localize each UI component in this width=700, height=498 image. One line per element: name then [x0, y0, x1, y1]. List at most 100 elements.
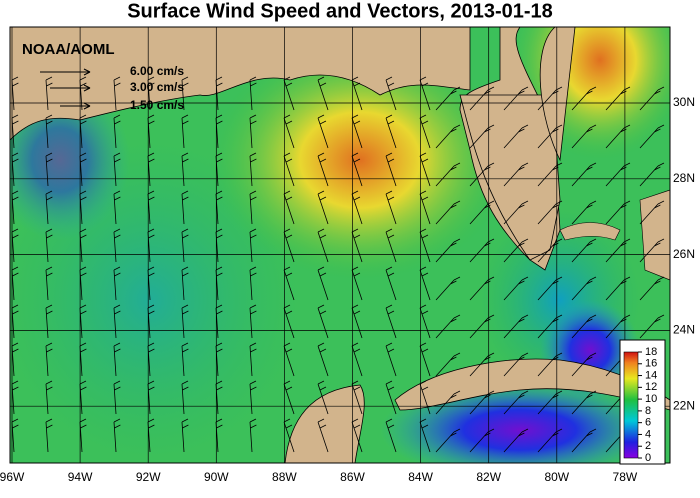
wind-barb: [317, 152, 329, 187]
wind-barb: [419, 76, 431, 111]
wind-barb: [571, 276, 597, 301]
wind-barb: [503, 390, 529, 415]
wind-barb: [639, 162, 665, 187]
wind-barb: [283, 76, 295, 111]
legend-label: 6.00 cm/s: [130, 64, 184, 78]
colorbar-label: 0: [645, 452, 651, 464]
wind-barb: [317, 190, 329, 225]
wind-barb: [215, 418, 223, 453]
wind-barb: [351, 152, 363, 187]
colorbar-label: 12: [645, 381, 657, 393]
wind-barb: [469, 314, 495, 339]
wind-barb: [385, 342, 397, 377]
wind-barb: [435, 352, 461, 377]
wind-barb: [419, 304, 431, 339]
wind-barb: [571, 124, 597, 149]
wind-barb: [317, 342, 329, 377]
wind-barb: [113, 342, 121, 377]
wind-barb: [181, 418, 189, 453]
wind-barb: [79, 380, 87, 415]
colorbar-label: 6: [645, 417, 651, 429]
wind-barb: [79, 342, 87, 377]
wind-barb: [351, 418, 363, 453]
colorbar-label: 8: [645, 405, 651, 417]
wind-barb: [283, 342, 295, 377]
colorbar-label: 4: [645, 428, 651, 440]
wind-barb: [79, 76, 87, 111]
wind-barb: [537, 352, 563, 377]
wind-barb: [45, 304, 53, 339]
wind-barb: [147, 380, 155, 415]
wind-barb: [147, 304, 155, 339]
wind-barb: [435, 390, 461, 415]
wind-barb: [181, 304, 189, 339]
colorbar: [623, 351, 639, 459]
wind-barb: [113, 228, 121, 263]
wind-barb: [113, 114, 121, 149]
colorbar-label: 18: [645, 346, 657, 358]
wind-barb: [283, 228, 295, 263]
wind-barb: [503, 238, 529, 263]
wind-barb: [571, 352, 597, 377]
wind-barb: [113, 152, 121, 187]
wind-barb: [385, 266, 397, 301]
wind-barb: [317, 76, 329, 111]
wind-barb: [11, 266, 19, 301]
wind-barb: [249, 342, 257, 377]
wind-barb: [215, 190, 223, 225]
map-area: [10, 27, 670, 463]
wind-barb: [537, 200, 563, 225]
wind-barb: [45, 418, 53, 453]
wind-barb: [11, 152, 19, 187]
wind-barb: [351, 304, 363, 339]
wind-barb: [11, 342, 19, 377]
wind-barb: [45, 76, 53, 111]
lon-label: 82W: [476, 470, 501, 484]
wind-barb: [385, 380, 397, 415]
wind-barb: [317, 266, 329, 301]
wind-barb: [351, 190, 363, 225]
wind-barb: [283, 304, 295, 339]
vector-legend: 6.00 cm/s 3.00 cm/s 1.50 cm/s: [40, 64, 184, 112]
wind-barb: [605, 238, 631, 263]
wind-barb: [147, 266, 155, 301]
axis-labels: 96W 94W 92W 90W 88W 86W 84W 82W 80W 78W 30N 28N 26N 2…: [0, 95, 695, 484]
wind-barb: [605, 314, 631, 339]
wind-barb: [503, 276, 529, 301]
wind-barb: [79, 266, 87, 301]
wind-barb: [11, 76, 19, 111]
wind-barb: [249, 380, 257, 415]
wind-barb: [419, 190, 431, 225]
wind-barb: [215, 76, 223, 111]
lon-label: 78W: [613, 470, 638, 484]
wind-barb: [419, 114, 431, 149]
wind-barb: [435, 200, 461, 225]
wind-barb: [435, 162, 461, 187]
wind-barb: [419, 380, 431, 415]
wind-barb: [215, 114, 223, 149]
wind-barb: [181, 152, 189, 187]
wind-barb: [469, 352, 495, 377]
wind-barb: [45, 152, 53, 187]
wind-barb: [419, 266, 431, 301]
lon-label: 94W: [68, 470, 93, 484]
wind-barb: [79, 418, 87, 453]
wind-barb: [215, 380, 223, 415]
wind-barb: [317, 228, 329, 263]
wind-barb: [435, 238, 461, 263]
wind-barb: [11, 304, 19, 339]
wind-barb: [469, 238, 495, 263]
wind-barb: [537, 314, 563, 339]
wind-barb: [317, 304, 329, 339]
wind-barb: [503, 200, 529, 225]
wind-barb: [249, 266, 257, 301]
wind-barb: [181, 76, 189, 111]
wind-barb: [45, 114, 53, 149]
wind-barb: [503, 162, 529, 187]
wind-barb: [215, 228, 223, 263]
wind-barb: [605, 276, 631, 301]
wind-barb: [11, 190, 19, 225]
wind-barb: [79, 114, 87, 149]
legend-arrow: [60, 102, 91, 110]
